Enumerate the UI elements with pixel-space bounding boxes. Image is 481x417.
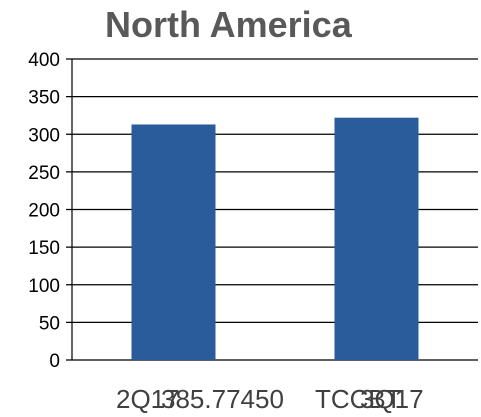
y-tick-label-300: 300 bbox=[28, 125, 60, 146]
chart-title: North America bbox=[105, 4, 352, 45]
y-tick-label-400: 400 bbox=[28, 50, 60, 71]
y-tick-label-50: 50 bbox=[39, 313, 60, 334]
x-axis-labels: 2Q17 385.77450 TCCBT 3Q17 bbox=[0, 384, 481, 414]
y-tick-label-150: 150 bbox=[28, 238, 60, 259]
bar-2q17 bbox=[131, 124, 216, 360]
y-tick-label-100: 100 bbox=[28, 276, 60, 297]
x-tick-label-2q17: 2Q17 bbox=[116, 384, 180, 414]
x-tick-label-3q17: 3Q17 bbox=[360, 384, 424, 414]
y-tick-label-350: 350 bbox=[28, 88, 60, 109]
y-tick-label-250: 250 bbox=[28, 163, 60, 184]
footer-overlay-value: 385.77450 bbox=[161, 384, 284, 414]
y-tick-label-200: 200 bbox=[28, 201, 60, 222]
bar-3q17 bbox=[334, 117, 419, 360]
footer-overlay-tag: TCCBT bbox=[315, 384, 402, 414]
y-tick-label-0: 0 bbox=[49, 351, 60, 372]
